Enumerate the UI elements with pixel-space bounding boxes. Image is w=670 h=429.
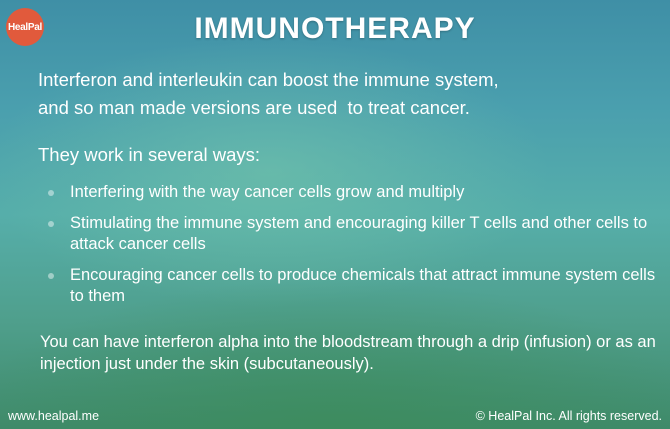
intro-line-1: Interferon and interleukin can boost the… xyxy=(38,69,499,90)
intro-line-2: and so man made versions are used to tre… xyxy=(38,97,470,118)
intro-paragraph: Interferon and interleukin can boost the… xyxy=(38,66,668,122)
bullet-item: Stimulating the immune system and encour… xyxy=(46,213,656,255)
bullet-item: Encouraging cancer cells to produce chem… xyxy=(46,265,656,307)
logo-text: HealPal xyxy=(7,21,43,33)
copyright-text: © HealPal Inc. All rights reserved. xyxy=(475,409,662,423)
bullet-list: Interfering with the way cancer cells gr… xyxy=(46,182,656,317)
bullet-item: Interfering with the way cancer cells gr… xyxy=(46,182,656,203)
website-link[interactable]: www.healpal.me xyxy=(8,409,100,423)
lead-text: They work in several ways: xyxy=(38,144,261,165)
bullet-text: Encouraging cancer cells to produce chem… xyxy=(70,266,656,305)
bullet-text: Interfering with the way cancer cells gr… xyxy=(70,183,465,201)
page-title: IMMUNOTHERAPY xyxy=(194,12,476,45)
closing-paragraph: You can have interferon alpha into the b… xyxy=(40,333,656,373)
healpal-logo: HealPal xyxy=(6,8,44,46)
bullet-dot-icon xyxy=(48,273,54,279)
bullet-dot-icon xyxy=(48,221,54,227)
bullet-dot-icon xyxy=(48,190,54,196)
bullet-text: Stimulating the immune system and encour… xyxy=(70,214,648,253)
